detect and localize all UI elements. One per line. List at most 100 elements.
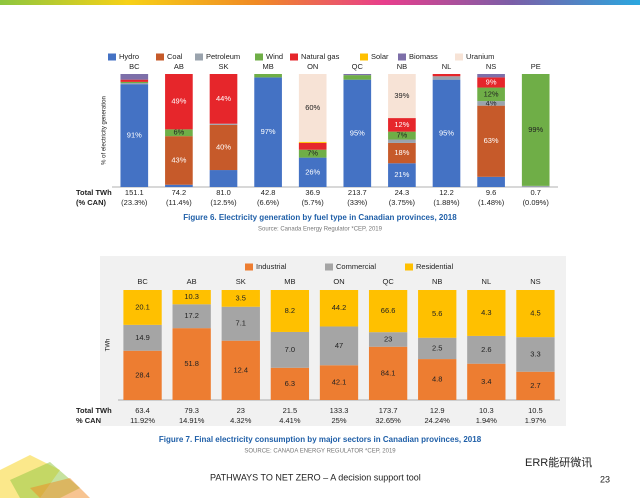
bar-segment [418, 290, 457, 338]
value-label: 42.1 [332, 378, 347, 387]
value-label: 23 [384, 334, 392, 343]
share-value: 24.24% [425, 416, 451, 425]
bar-segment [319, 326, 359, 366]
value-label: 95% [350, 128, 365, 137]
value-label: 10.3 [184, 292, 199, 301]
legend-label: Hydro [119, 52, 139, 61]
total-value: 24.3 [395, 188, 410, 197]
value-label: 14.9 [135, 333, 150, 342]
total-value: 74.2 [172, 188, 187, 197]
bar-segment [270, 367, 310, 400]
bar-segment [221, 340, 260, 400]
figure-source: Source: Canada Energy Regulator *CEP, 20… [258, 227, 383, 233]
value-label: 66.6 [381, 306, 396, 315]
watermark: ERR能研微讯 [525, 455, 592, 469]
value-label: 60% [305, 103, 320, 112]
total-value: 79.3 [184, 406, 199, 415]
category-label: QC [382, 277, 394, 286]
bar-segment [254, 74, 282, 78]
share-value: 32.65% [375, 416, 401, 425]
value-label: 7% [396, 131, 407, 140]
share-value: 14.91% [179, 416, 205, 425]
bar-segment [270, 331, 310, 368]
category-label: NB [397, 62, 407, 71]
value-label: 3.5 [236, 293, 246, 302]
bar-segment [120, 84, 149, 187]
total-value: 12.9 [430, 406, 445, 415]
category-label: QC [352, 62, 364, 71]
bar-segment [120, 83, 149, 85]
bar-segment [172, 328, 211, 400]
total-value: 81.0 [216, 188, 231, 197]
total-value: 213.7 [348, 188, 367, 197]
share-label: (% CAN) [76, 198, 106, 207]
total-value: 36.9 [305, 188, 320, 197]
legend-label: Residential [416, 262, 453, 271]
legend-swatch [398, 53, 406, 61]
value-label: 97% [261, 127, 276, 136]
decoration [0, 455, 90, 498]
value-label: 3.4 [481, 377, 491, 386]
bar-segment [477, 105, 505, 177]
bar-segment [388, 163, 416, 187]
share-value: (23.3%) [121, 198, 148, 207]
bar-segment [477, 101, 505, 106]
category-label: SK [236, 277, 246, 286]
share-value: 1.94% [476, 416, 498, 425]
share-value: (5.7%) [302, 198, 325, 207]
value-label: 91% [127, 131, 142, 140]
value-label: 2.7 [530, 381, 540, 390]
category-label: NL [482, 277, 492, 286]
bar-segment [388, 142, 416, 164]
share-value: 11.92% [130, 416, 155, 425]
legend-label: Coal [167, 52, 183, 61]
value-label: 12.4 [233, 365, 248, 374]
bar-segment [368, 332, 408, 347]
legend-swatch [195, 53, 203, 61]
bar-segment [298, 142, 327, 150]
category-label: SK [218, 62, 228, 71]
value-label: 2.6 [481, 345, 491, 354]
total-value: 12.2 [439, 188, 454, 197]
value-label: 12% [484, 89, 499, 98]
share-value: 25% [331, 416, 346, 425]
legend-swatch [405, 263, 413, 271]
bar-segment [209, 124, 238, 171]
value-label: 2.5 [432, 343, 442, 352]
category-label: BC [137, 277, 148, 286]
value-label: 18% [394, 148, 409, 157]
value-label: 7% [307, 149, 318, 158]
value-label: 26% [305, 167, 320, 176]
value-label: 40% [216, 142, 231, 151]
bar-segment [172, 290, 211, 305]
bar-segment [298, 149, 327, 158]
share-value: (33%) [347, 198, 368, 207]
total-value: 23 [237, 406, 245, 415]
total-value: 42.8 [261, 188, 276, 197]
value-label: 21% [394, 170, 409, 179]
bar-segment [165, 129, 193, 137]
bar-segment [343, 74, 372, 76]
figure-caption: Figure 7. Final electricity consumption … [159, 435, 482, 444]
bar-segment [209, 170, 238, 187]
bar-segment [209, 74, 238, 124]
bar-segment [418, 359, 457, 400]
bar-segment [319, 290, 359, 327]
value-label: 49% [171, 97, 186, 106]
value-label: 20.1 [135, 302, 150, 311]
bar-segment [477, 77, 505, 88]
category-label: BC [129, 62, 140, 71]
bar-segment [123, 290, 162, 325]
total-label: Total TWh [76, 406, 112, 415]
bar-segment [343, 79, 372, 187]
category-label: PE [531, 62, 541, 71]
bar-segment [388, 74, 416, 119]
legend-swatch [108, 53, 116, 61]
bar-segment [172, 304, 211, 329]
bar-segment [221, 306, 260, 341]
bar-segment [298, 141, 327, 143]
category-label: AB [187, 277, 197, 286]
legend-swatch [245, 263, 253, 271]
bar-segment [221, 290, 260, 307]
